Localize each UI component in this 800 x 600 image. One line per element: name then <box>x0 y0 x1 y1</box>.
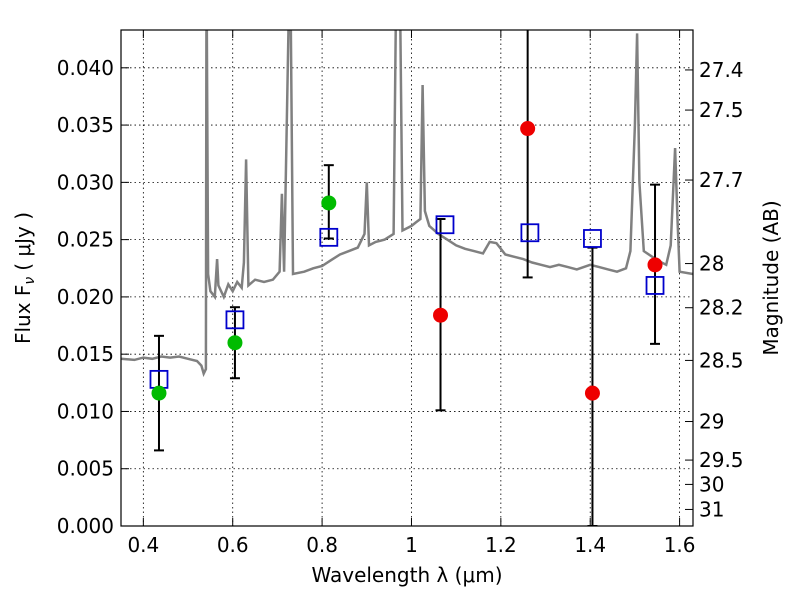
mag-tick-label: 27.4 <box>699 58 744 82</box>
nondetection-point <box>647 257 663 273</box>
x-tick-label: 1 <box>405 533 418 557</box>
y-axis-label-text: Flux F <box>11 285 35 344</box>
mag-tick-label: 28.5 <box>699 348 744 372</box>
mag-tick-label: 29 <box>699 410 724 434</box>
mag-tick-label: 27.7 <box>699 168 744 192</box>
x-axis-label: Wavelength λ (μm) <box>311 563 502 587</box>
mag-tick-label: 30 <box>699 472 724 496</box>
y-tick-label: 0.005 <box>57 457 114 481</box>
y-tick-label: 0.015 <box>57 342 114 366</box>
y-axis-label: Flux Fν ( μJy ) <box>11 212 38 344</box>
y-tick-label: 0.030 <box>57 170 114 194</box>
model-square <box>520 223 540 243</box>
x-tick-label: 1.4 <box>574 533 606 557</box>
model-square <box>583 229 602 248</box>
y-tick-label: 0.040 <box>57 56 114 80</box>
model-square <box>319 227 339 247</box>
spectrum-line <box>121 30 693 378</box>
mag-tick-label: 27.5 <box>699 98 744 122</box>
x-tick-label: 1.6 <box>664 533 696 557</box>
x-tick-label: 1.2 <box>485 533 517 557</box>
nondetection-point <box>520 121 536 137</box>
mag-tick-label: 28 <box>699 252 724 276</box>
detection-point <box>321 195 337 211</box>
error-bars <box>153 30 661 526</box>
model-square <box>645 276 665 295</box>
x-tick-label: 0.8 <box>306 533 338 557</box>
y-axis-label-unit: ( μJy ) <box>11 212 35 271</box>
nondetection-point <box>433 307 449 323</box>
y-tick-label: 0.025 <box>57 228 114 252</box>
y-tick-label: 0.000 <box>57 514 114 538</box>
y-tick-label: 0.035 <box>57 113 114 137</box>
y2-axis-label: Magnitude (AB) <box>759 200 783 355</box>
nondetection-point <box>584 385 600 401</box>
x-tick-label: 0.4 <box>127 533 159 557</box>
y-axis-label-subscript: ν <box>22 277 38 285</box>
detection-point <box>227 335 243 351</box>
y-tick-label: 0.020 <box>57 285 114 309</box>
mag-tick-label: 29.5 <box>699 448 744 472</box>
y-tick-label: 0.010 <box>57 399 114 423</box>
mag-tick-label: 31 <box>699 497 724 521</box>
mag-tick-label: 28.2 <box>699 296 744 320</box>
axis-ticks <box>121 30 693 527</box>
tick-labels: 0.4 0.6 0.8 1 1.2 1.4 1.6 0.000 0.005 0.010 0.015 0… <box>57 56 744 557</box>
detection-point <box>151 385 167 401</box>
model-square <box>225 310 245 330</box>
model-square <box>435 215 455 235</box>
plot-area <box>121 30 693 526</box>
data-markers <box>149 121 665 401</box>
plot-frame <box>120 29 694 527</box>
x-tick-label: 0.6 <box>217 533 249 557</box>
